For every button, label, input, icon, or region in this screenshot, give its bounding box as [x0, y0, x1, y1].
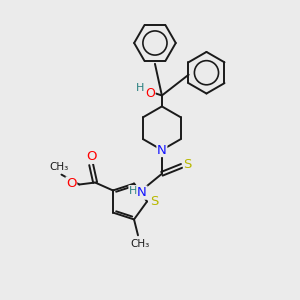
- Text: CH₃: CH₃: [130, 239, 150, 249]
- Text: O: O: [86, 150, 96, 163]
- Text: N: N: [137, 186, 147, 199]
- Text: CH₃: CH₃: [50, 162, 69, 172]
- Text: N: N: [157, 143, 167, 157]
- Text: S: S: [150, 195, 158, 208]
- Text: O: O: [66, 177, 76, 190]
- Text: O: O: [145, 87, 155, 100]
- Text: H: H: [129, 186, 137, 196]
- Text: H: H: [136, 82, 144, 93]
- Text: S: S: [184, 158, 192, 171]
